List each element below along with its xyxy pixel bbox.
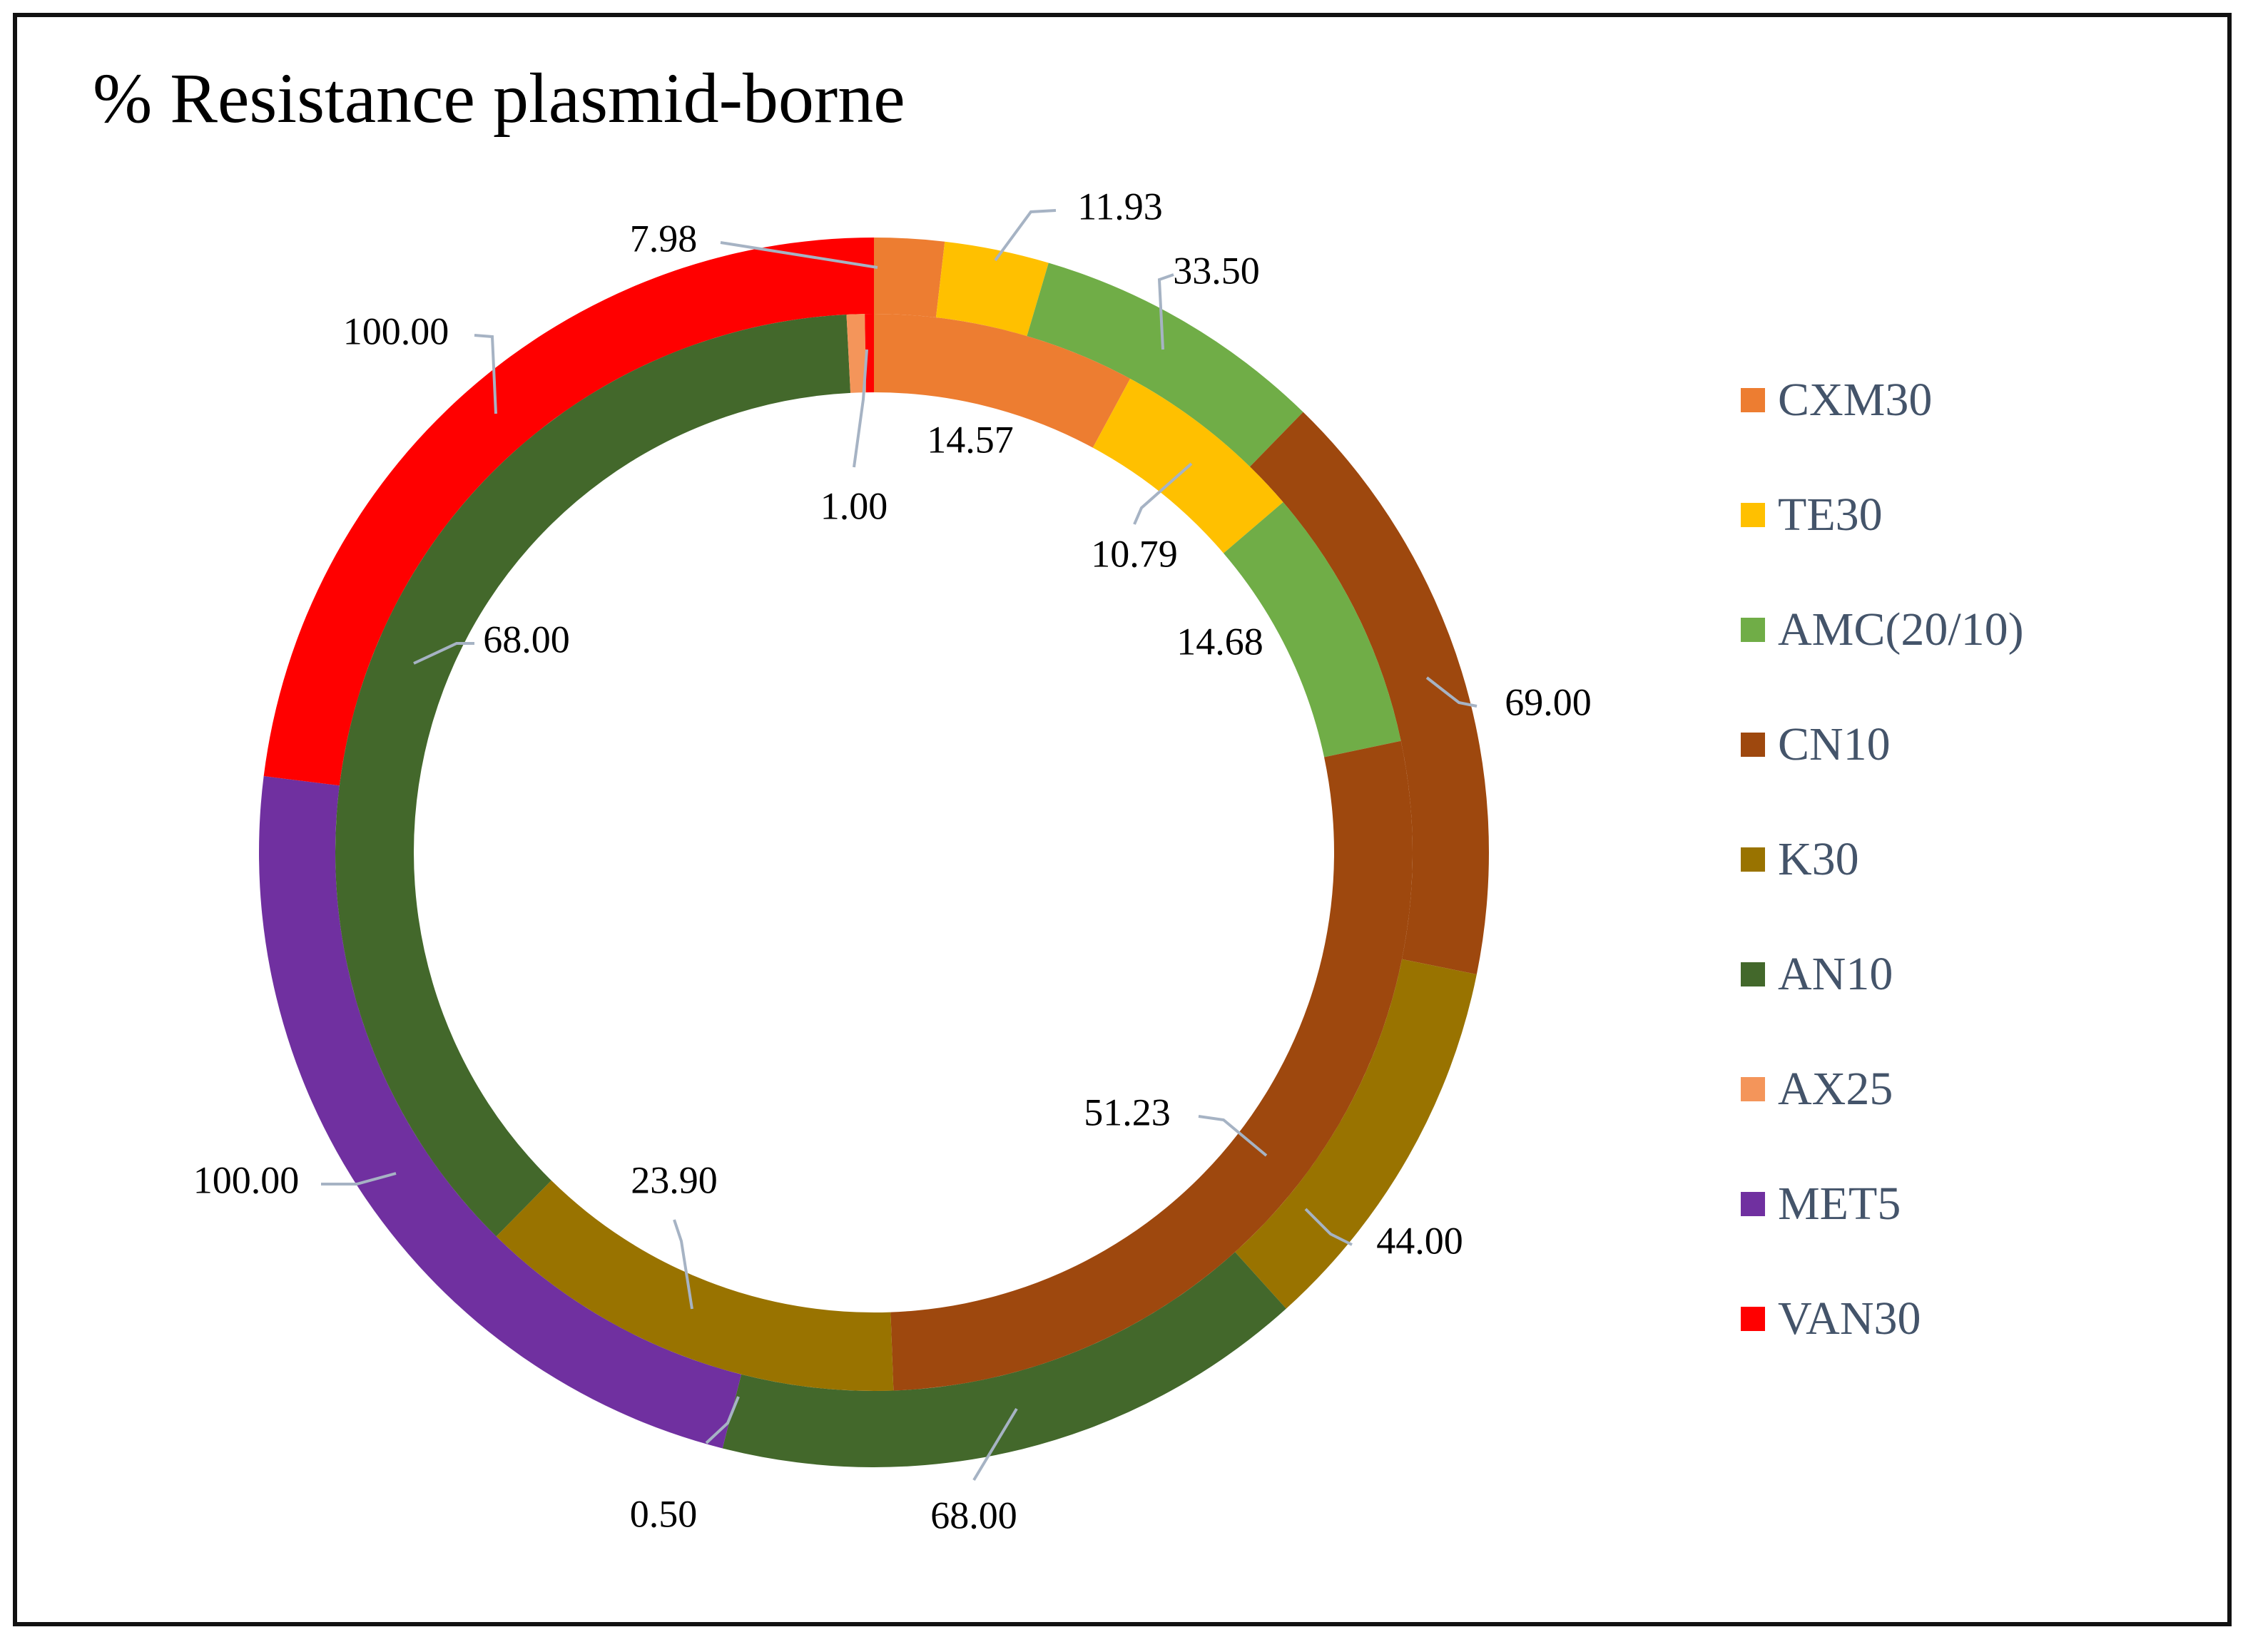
legend-label: TE30 (1778, 488, 1883, 541)
legend-item: AX25 (1741, 1031, 2024, 1146)
leader-line (413, 642, 474, 665)
inner-slice-cxm30 (874, 314, 1131, 448)
outer-slice-te30 (935, 241, 1049, 337)
leader-line (474, 334, 497, 414)
inner-slice-an10 (335, 314, 851, 1237)
outer-slice-van30 (263, 238, 874, 786)
legend-swatch (1741, 1306, 1765, 1331)
outer-slice-cxm30 (874, 238, 945, 318)
leader-line (1198, 1115, 1268, 1157)
inner-slice-van30 (865, 314, 874, 393)
leader-line (705, 1396, 740, 1444)
legend-swatch (1741, 502, 1765, 527)
data-label: 100.00 (343, 310, 449, 352)
data-label: 7.98 (630, 217, 698, 260)
data-label: 33.50 (1173, 249, 1260, 292)
legend-item: AMC(20/10) (1741, 572, 2024, 687)
data-label: 68.00 (930, 1494, 1017, 1536)
legend-item: MET5 (1741, 1146, 2024, 1261)
data-label: 23.90 (631, 1158, 718, 1201)
outer-slice-cn10 (1249, 412, 1489, 975)
inner-slice-k30 (496, 1180, 894, 1392)
leader-line (972, 1407, 1018, 1482)
legend-label: VAN30 (1778, 1292, 1921, 1345)
leader-line (853, 349, 868, 468)
inner-slice-cn10 (890, 740, 1413, 1391)
legend-label: CXM30 (1778, 373, 1933, 426)
data-label: 44.00 (1376, 1219, 1463, 1262)
outer-slice-k30 (1235, 959, 1477, 1309)
data-label: 14.68 (1176, 620, 1263, 663)
legend-item: VAN30 (1741, 1261, 2024, 1376)
data-label: 14.57 (927, 418, 1014, 461)
data-label: 68.00 (483, 618, 570, 661)
leader-line (720, 241, 878, 269)
data-label: 11.93 (1077, 185, 1163, 228)
outer-slice-amc-20-10- (1027, 262, 1303, 467)
legend-item: CXM30 (1741, 342, 2024, 457)
legend-label: AX25 (1778, 1062, 1893, 1115)
chart-title: % Resistance plasmid-borne (93, 58, 905, 138)
legend-label: CN10 (1778, 718, 1891, 770)
legend-swatch (1741, 617, 1765, 642)
legend-label: AN10 (1778, 947, 1893, 1000)
legend-item: TE30 (1741, 457, 2024, 572)
legend-swatch (1741, 1076, 1765, 1101)
data-label: 69.00 (1505, 680, 1592, 723)
legend-swatch (1741, 1191, 1765, 1216)
data-label: 100.00 (193, 1158, 300, 1201)
legend-label: MET5 (1778, 1177, 1901, 1230)
outer-slice-met5 (258, 776, 742, 1449)
legend-item: CN10 (1741, 687, 2024, 802)
legend-swatch (1741, 847, 1765, 872)
leader-line (1157, 273, 1174, 350)
legend-label: K30 (1778, 832, 1859, 885)
legend-item: K30 (1741, 802, 2024, 917)
inner-slice-amc-20-10- (1224, 502, 1401, 758)
leader-line (1133, 462, 1193, 525)
legend-item: AN10 (1741, 917, 2024, 1031)
data-label: 1.00 (820, 484, 888, 527)
leader-line (1425, 676, 1478, 708)
leader-line (321, 1172, 397, 1186)
data-label: 10.79 (1091, 532, 1178, 575)
data-label: 0.50 (630, 1492, 698, 1535)
legend-swatch (1741, 387, 1765, 412)
legend-label: AMC(20/10) (1778, 603, 2024, 656)
leader-line (994, 209, 1057, 262)
legend-swatch (1741, 962, 1765, 986)
leader-line (673, 1219, 693, 1310)
legend: CXM30 TE30 AMC(20/10) CN10 K30 AN10 AX25 MET5 VA… (1741, 342, 2024, 1376)
leader-line (1304, 1208, 1353, 1246)
outer-slice-an10 (722, 1252, 1286, 1467)
data-label: 51.23 (1084, 1091, 1171, 1133)
inner-slice-ax25 (846, 314, 867, 393)
legend-swatch (1741, 732, 1765, 757)
